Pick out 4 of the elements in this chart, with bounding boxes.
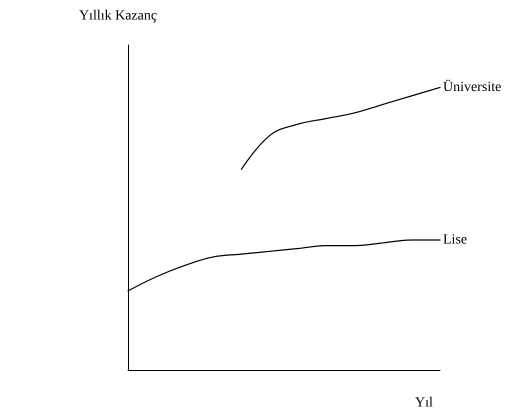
x-axis-title: Yıl <box>415 396 433 410</box>
series-label: Üniversite <box>443 78 502 95</box>
series-label: Lise <box>443 232 468 248</box>
y-axis-title: Yıllık Kazanç <box>78 8 158 24</box>
